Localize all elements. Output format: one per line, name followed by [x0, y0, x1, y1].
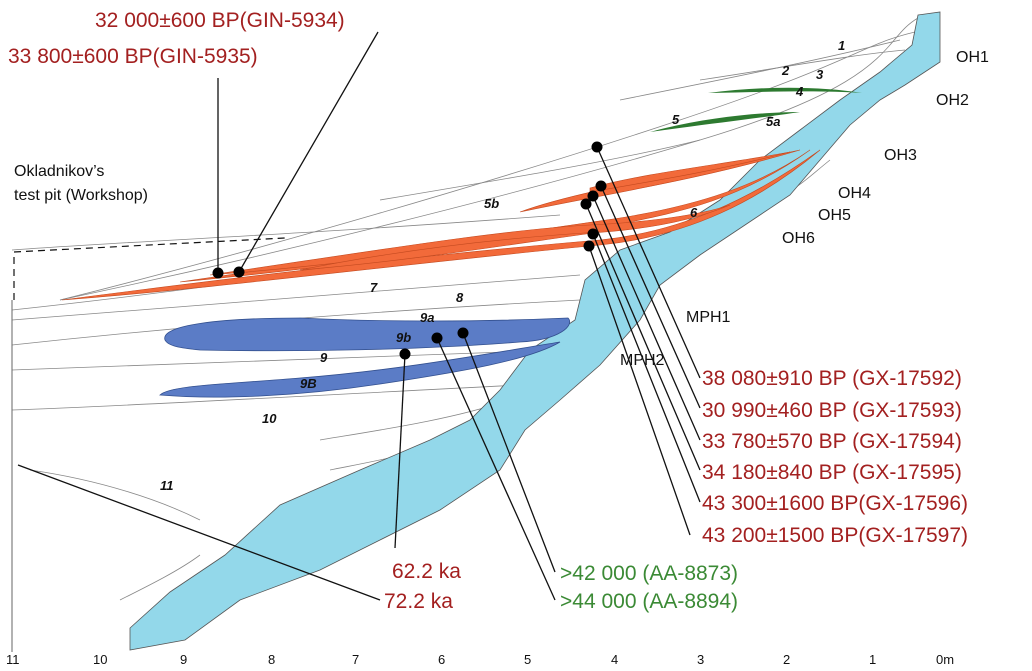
- layer-label: 8: [456, 290, 464, 305]
- horizon-label: OH4: [838, 185, 871, 202]
- scale-label: 6: [438, 652, 445, 667]
- layer-label: 11: [160, 478, 174, 493]
- scale-label: 7: [352, 652, 359, 667]
- layer-label: 4: [795, 84, 804, 99]
- horizon-label: OH3: [884, 147, 917, 164]
- section-diagram: 32 000±600 BP(GIN-5934) 33 800±600 BP(GI…: [0, 0, 1032, 671]
- date-label: 30 990±460 BP (GX-17593): [702, 399, 962, 422]
- scale-label: 0m: [936, 652, 954, 667]
- date-label: 72.2 ka: [384, 590, 453, 613]
- scale-label: 1: [869, 652, 876, 667]
- scale-label: 9: [180, 652, 187, 667]
- scale-label: 3: [697, 652, 704, 667]
- scale-label: 2: [783, 652, 790, 667]
- scale-label: 4: [611, 652, 618, 667]
- distance-scale: 11 10 9 8 7 6 5 4 3 2 1 0m: [6, 652, 954, 667]
- layer-label: 9: [320, 350, 328, 365]
- layer-label: 6: [690, 205, 698, 220]
- test-pit-label: test pit (Workshop): [14, 187, 148, 204]
- horizon-label: OH2: [936, 92, 969, 109]
- layer-label: 1: [838, 38, 845, 53]
- layer-label: 5: [672, 112, 680, 127]
- horizon-label: OH1: [956, 49, 989, 66]
- date-label: 62.2 ka: [392, 560, 461, 583]
- date-label: 32 000±600 BP(GIN-5934): [95, 9, 345, 32]
- horizon-label: OH6: [782, 230, 815, 247]
- mph-label: MPH1: [686, 309, 731, 326]
- date-label: 43 300±1600 BP(GX-17596): [702, 492, 968, 515]
- date-label: >42 000 (AA-8873): [560, 562, 738, 585]
- layer-label: 5b: [484, 196, 499, 211]
- scale-label: 5: [524, 652, 531, 667]
- layer-label: 5a: [766, 114, 780, 129]
- date-label: 33 800±600 BP(GIN-5935): [8, 45, 258, 68]
- scale-label: 11: [6, 652, 20, 667]
- layer-label: 7: [370, 280, 378, 295]
- scale-label: 10: [93, 652, 107, 667]
- layer-label: 2: [781, 63, 790, 78]
- date-label: 43 200±1500 BP(GX-17597): [702, 524, 968, 547]
- layer-label: 3: [816, 67, 824, 82]
- date-label: 38 080±910 BP (GX-17592): [702, 367, 962, 390]
- layer-label: 9B: [300, 376, 317, 391]
- test-pit-label: Okladnikov’s: [14, 163, 104, 180]
- date-label: >44 000 (AA-8894): [560, 590, 738, 613]
- date-label: 33 780±570 BP (GX-17594): [702, 430, 962, 453]
- layer-label: 10: [262, 411, 277, 426]
- mph-label: MPH2: [620, 352, 665, 369]
- horizon-label: OH5: [818, 207, 851, 224]
- date-label: 34 180±840 BP (GX-17595): [702, 461, 962, 484]
- layer-label: 9b: [396, 330, 411, 345]
- scale-label: 8: [268, 652, 275, 667]
- layer-label: 9a: [420, 310, 434, 325]
